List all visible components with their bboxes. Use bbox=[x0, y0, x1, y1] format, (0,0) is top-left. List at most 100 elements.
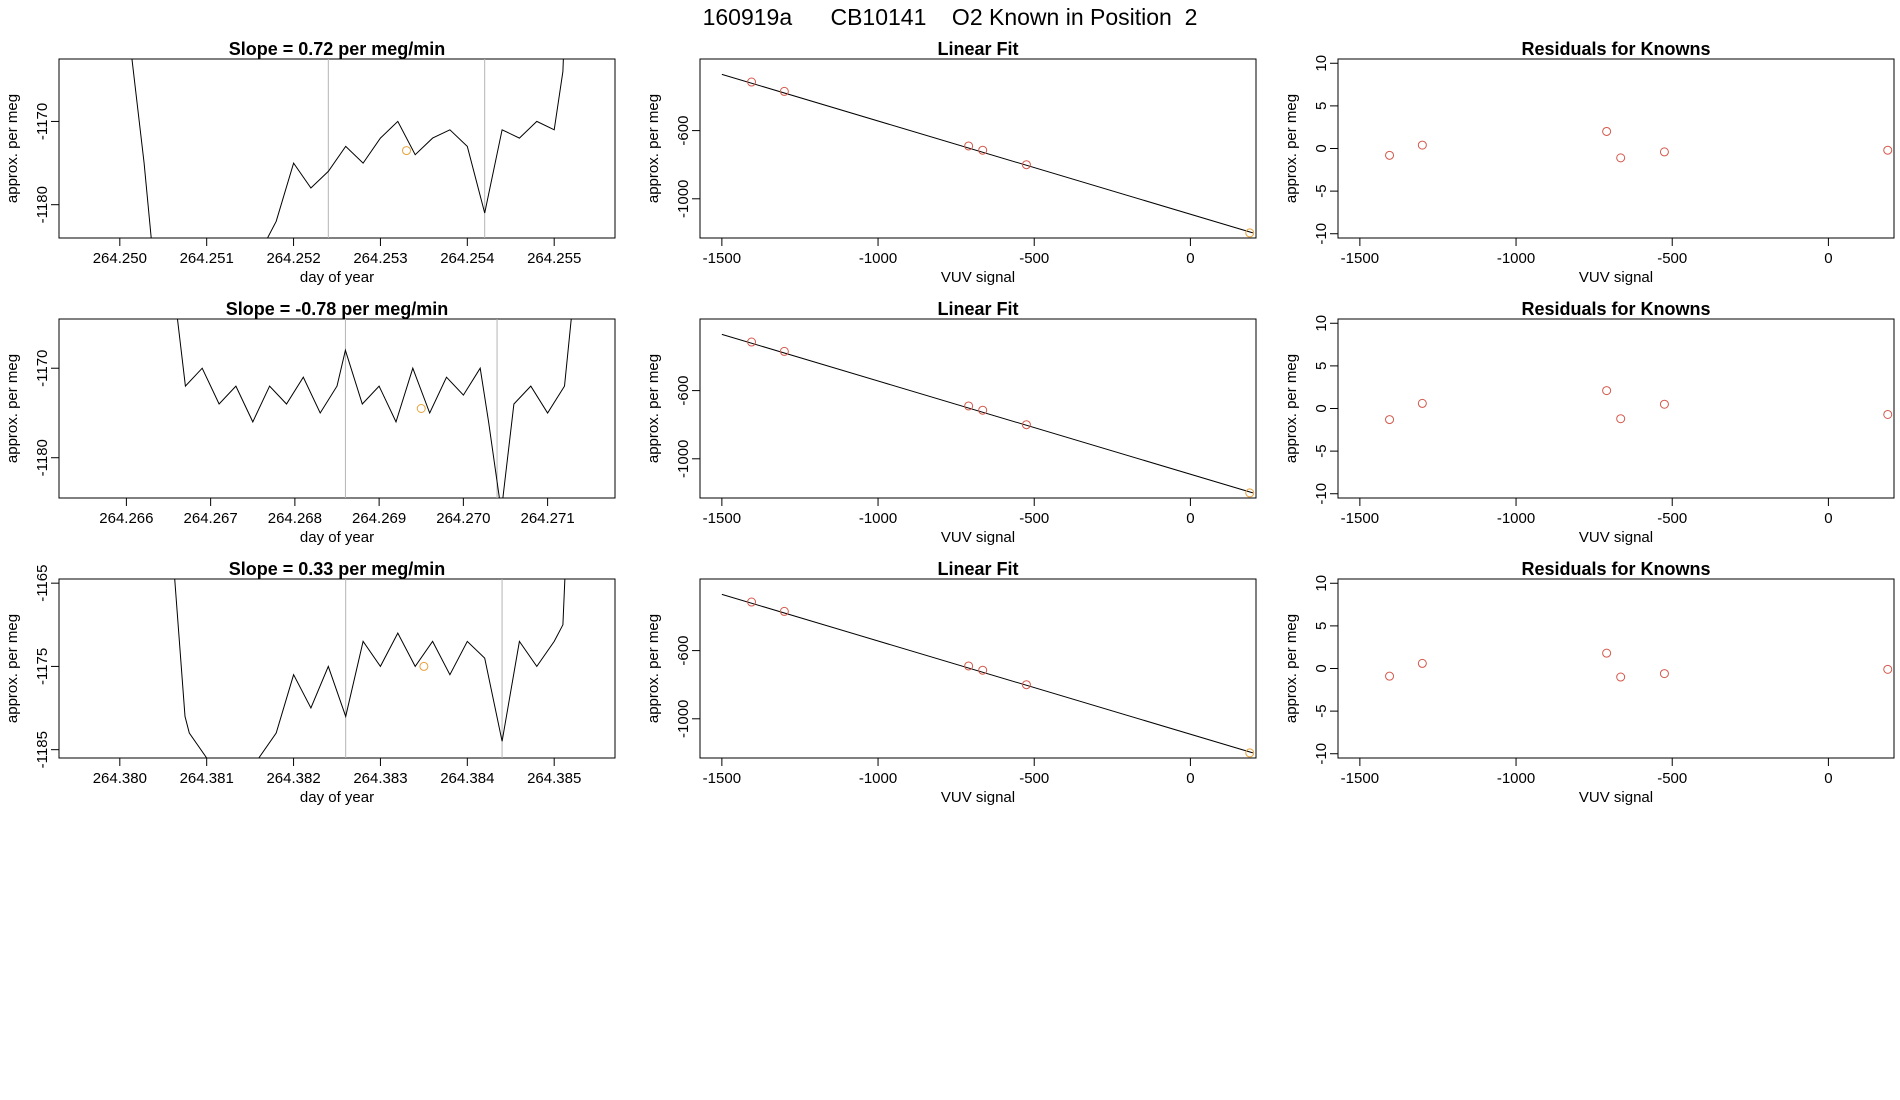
highlight-point bbox=[402, 146, 411, 156]
data-point bbox=[1659, 399, 1669, 409]
x-tick-label: 264.253 bbox=[353, 250, 407, 267]
y-tick-label: -600 bbox=[675, 376, 692, 406]
data-point bbox=[964, 141, 974, 151]
y-tick-label: 0 bbox=[1313, 404, 1330, 412]
data-point bbox=[1021, 160, 1031, 170]
data-point bbox=[1616, 153, 1626, 163]
x-axis-label: VUV signal bbox=[941, 789, 1015, 806]
y-tick-label: -5 bbox=[1313, 184, 1330, 197]
y-axis-label: approx. per meg bbox=[1283, 614, 1300, 723]
x-tick-label: 264.380 bbox=[93, 770, 147, 787]
series-line bbox=[131, 59, 564, 238]
x-tick-label: 264.250 bbox=[93, 250, 147, 267]
plot-area bbox=[131, 59, 564, 238]
y-tick-label: -10 bbox=[1313, 743, 1330, 765]
data-point bbox=[747, 597, 757, 607]
panel-r1c2: Linear Fit -1500 -1000 -500 0 VUV signal -1000… bbox=[645, 39, 1257, 286]
data-point bbox=[1245, 228, 1255, 238]
x-axis-label: VUV signal bbox=[1579, 529, 1653, 546]
data-point bbox=[1659, 669, 1669, 679]
data-point bbox=[1883, 409, 1893, 419]
panel-r3c1: Slope = 0.33 per meg/min 264.380 264.381 26… bbox=[4, 559, 616, 806]
figure-title: 160919a CB10141 O2 Known in Position 2 bbox=[703, 4, 1198, 30]
y-tick-label: -1000 bbox=[675, 700, 692, 738]
panel-title: Slope = 0.72 per meg/min bbox=[229, 39, 446, 59]
panel-title: Linear Fit bbox=[937, 299, 1018, 319]
y-tick-label: -1175 bbox=[34, 648, 51, 685]
plot-area bbox=[721, 73, 1255, 238]
plot-area bbox=[721, 593, 1255, 758]
x-axis-label: day of year bbox=[300, 529, 374, 546]
plot-frame bbox=[699, 578, 1257, 759]
plot-frame bbox=[58, 318, 616, 499]
panel-r2c3: Residuals for Knowns -1500 -1000 -500 0 VUV s… bbox=[1283, 299, 1895, 546]
data-point bbox=[964, 661, 974, 671]
panel-r1c3: Residuals for Knowns -1500 -1000 -500 0 VUV s… bbox=[1283, 39, 1895, 286]
x-tick-label: -1500 bbox=[1341, 510, 1379, 527]
plot-frame bbox=[58, 578, 616, 759]
plot-frame bbox=[1337, 318, 1895, 499]
data-point bbox=[1616, 672, 1626, 682]
y-tick-label: -1180 bbox=[34, 186, 51, 223]
data-point bbox=[779, 86, 789, 96]
data-point bbox=[964, 401, 974, 411]
x-tick-label: 0 bbox=[1824, 770, 1832, 787]
y-tick-label: 10 bbox=[1313, 575, 1330, 592]
x-tick-label: -1500 bbox=[1341, 770, 1379, 787]
x-tick-label: 264.382 bbox=[266, 770, 320, 787]
x-tick-label: 264.266 bbox=[99, 510, 153, 527]
y-axis-label: approx. per meg bbox=[645, 354, 662, 463]
x-axis-label: VUV signal bbox=[941, 269, 1015, 286]
x-axis-label: day of year bbox=[300, 269, 374, 286]
highlight-point bbox=[419, 661, 429, 671]
x-tick-label: 264.252 bbox=[266, 250, 320, 267]
data-point bbox=[1385, 150, 1395, 160]
x-tick-label: 264.271 bbox=[520, 510, 574, 527]
y-tick-label: -600 bbox=[675, 116, 692, 146]
y-axis-label: approx. per meg bbox=[4, 354, 21, 463]
panel-title: Slope = -0.78 per meg/min bbox=[226, 299, 449, 319]
x-tick-label: 264.383 bbox=[353, 770, 407, 787]
y-tick-label: -5 bbox=[1313, 704, 1330, 717]
x-axis-label: VUV signal bbox=[1579, 269, 1653, 286]
y-tick-label: -1170 bbox=[34, 350, 51, 387]
plot-area bbox=[176, 319, 572, 498]
series-line bbox=[176, 319, 572, 498]
y-tick-label: -1165 bbox=[34, 565, 51, 602]
y-tick-label: 0 bbox=[1313, 144, 1330, 152]
x-tick-label: -1000 bbox=[1497, 510, 1535, 527]
x-tick-label: 264.384 bbox=[440, 770, 494, 787]
fit-line bbox=[721, 333, 1254, 494]
x-axis-label: day of year bbox=[300, 789, 374, 806]
plot-area bbox=[721, 333, 1255, 498]
x-tick-label: -1000 bbox=[1497, 770, 1535, 787]
panel-title: Residuals for Knowns bbox=[1521, 39, 1710, 59]
plot-area bbox=[1385, 386, 1893, 425]
x-tick-label: 0 bbox=[1186, 250, 1194, 267]
y-tick-label: -1180 bbox=[34, 439, 51, 476]
y-tick-label: 5 bbox=[1313, 362, 1330, 370]
data-point bbox=[1417, 658, 1427, 668]
data-point bbox=[978, 405, 988, 415]
x-tick-label: -1500 bbox=[703, 250, 741, 267]
data-point bbox=[747, 77, 757, 87]
x-tick-label: 264.251 bbox=[180, 250, 234, 267]
data-point bbox=[1021, 420, 1031, 430]
panel-r1c1: Slope = 0.72 per meg/min 264.250 264.251 26… bbox=[4, 39, 616, 286]
y-tick-label: -5 bbox=[1313, 444, 1330, 457]
x-tick-label: 264.267 bbox=[184, 510, 238, 527]
data-point bbox=[747, 337, 757, 347]
data-point bbox=[1602, 126, 1612, 136]
y-tick-label: 10 bbox=[1313, 55, 1330, 72]
series-line bbox=[174, 579, 566, 758]
x-tick-label: 0 bbox=[1186, 770, 1194, 787]
data-point bbox=[978, 145, 988, 155]
panel-title: Linear Fit bbox=[937, 559, 1018, 579]
x-tick-label: -1000 bbox=[859, 510, 897, 527]
data-point bbox=[1245, 748, 1255, 758]
panel-title: Residuals for Knowns bbox=[1521, 559, 1710, 579]
panel-title: Slope = 0.33 per meg/min bbox=[229, 559, 446, 579]
plot-frame bbox=[1337, 578, 1895, 759]
data-point bbox=[1883, 664, 1893, 674]
